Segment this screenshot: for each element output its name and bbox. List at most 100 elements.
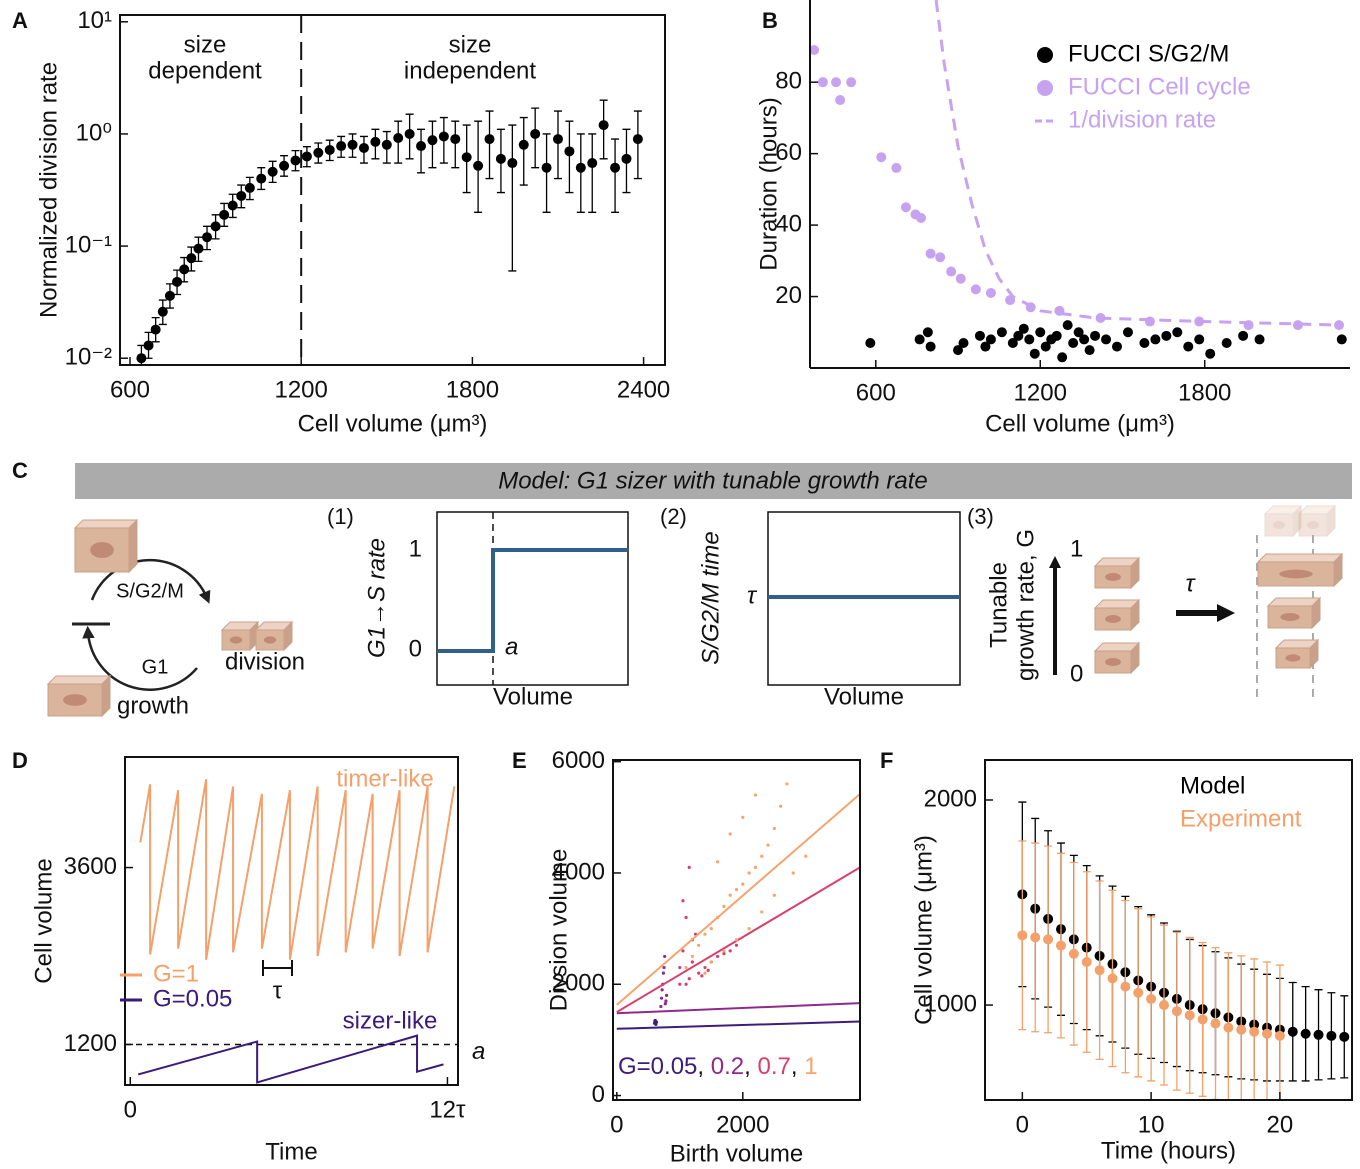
- point: [336, 141, 347, 152]
- y-tick-label: 10⁻²: [65, 344, 112, 371]
- point: [664, 999, 668, 1003]
- y-tick-label: 0: [592, 1081, 605, 1108]
- cell: [1256, 552, 1344, 588]
- point: [804, 854, 808, 858]
- point: [703, 971, 707, 975]
- point: [747, 927, 751, 931]
- point: [256, 173, 267, 184]
- point: [914, 334, 925, 345]
- point: [690, 954, 694, 959]
- x-tick-label: 20: [1267, 1111, 1294, 1138]
- point: [753, 793, 758, 797]
- cell-side: [1311, 596, 1321, 630]
- annotation: size: [184, 31, 227, 58]
- point: [541, 162, 552, 173]
- point: [709, 960, 713, 964]
- nucleus: [1105, 615, 1121, 623]
- point: [450, 134, 461, 145]
- annotation: size: [449, 31, 492, 58]
- point: [1262, 1028, 1273, 1039]
- cycle-arrow: [90, 558, 211, 604]
- panel: E 0 2000 0 2000 4000 6000 Birth volume Divsion v…: [512, 747, 861, 1167]
- legend-label: G=0.05: [618, 1053, 697, 1080]
- panel: B 600 1200 1800 20 40 60 80 Cell volume (μm³) Dur…: [755, 0, 1350, 437]
- point: [715, 954, 720, 959]
- point: [772, 893, 776, 897]
- error-bar: [451, 120, 460, 169]
- y-tick-label: 10⁻¹: [65, 231, 112, 258]
- cell: [220, 620, 260, 652]
- x-axis-label: Cell volume (μm³): [985, 410, 1175, 437]
- cell-side: [1309, 638, 1319, 670]
- point: [1090, 330, 1101, 341]
- nucleus: [1279, 569, 1313, 579]
- point: [706, 968, 710, 972]
- x-tick-label: 12τ: [429, 1096, 466, 1123]
- cell: [1263, 504, 1303, 538]
- point: [659, 1004, 663, 1009]
- cell-top: [46, 675, 112, 685]
- point: [1287, 1026, 1298, 1037]
- point: [587, 158, 598, 169]
- legend: G=0.05, 0.2, 0.7, 1: [618, 1053, 818, 1080]
- point: [610, 162, 621, 173]
- point: [1334, 320, 1345, 331]
- axes-frame: [612, 759, 861, 1101]
- y-tick-label: 6000: [552, 747, 605, 774]
- step-line: [437, 548, 628, 653]
- cell: [73, 518, 139, 574]
- point: [370, 136, 381, 147]
- legend-label: Experiment: [1180, 805, 1302, 832]
- y-axis-label: S/G2/M time: [697, 531, 724, 664]
- fit-line: [616, 866, 860, 1013]
- point: [715, 860, 720, 864]
- nucleus: [1272, 521, 1286, 529]
- cell-side: [1130, 556, 1140, 590]
- point: [1029, 348, 1040, 359]
- point: [507, 158, 518, 169]
- cell-top: [1263, 505, 1303, 515]
- point: [728, 949, 732, 953]
- point: [1171, 1006, 1182, 1017]
- line: [139, 778, 456, 960]
- y-tick-label: 20: [775, 282, 802, 309]
- annotation: dependent: [148, 57, 262, 84]
- point: [1158, 1000, 1169, 1011]
- x-tick-label: 1200: [274, 376, 327, 403]
- point: [1017, 930, 1028, 941]
- fit-line: [616, 1020, 860, 1030]
- point: [1194, 334, 1205, 345]
- x-tick-label: 1200: [1014, 379, 1067, 406]
- point: [1051, 330, 1062, 341]
- point: [953, 345, 964, 356]
- point: [495, 153, 506, 164]
- point: [659, 996, 664, 1000]
- cell: [1093, 598, 1141, 632]
- error-bar: [633, 110, 642, 180]
- error-bar: [611, 138, 620, 213]
- point: [598, 120, 609, 131]
- point: [279, 160, 290, 171]
- point: [684, 965, 688, 970]
- y-axis-label: Divsion volume: [545, 849, 572, 1012]
- point: [1018, 323, 1029, 334]
- point: [779, 804, 783, 808]
- point: [1144, 316, 1155, 327]
- point: [700, 974, 704, 978]
- plot-frame: [436, 511, 629, 686]
- point: [970, 284, 981, 295]
- point: [1024, 334, 1035, 345]
- legend-label: 0.7: [757, 1053, 790, 1080]
- point: [1094, 965, 1105, 976]
- x-tick-label: 10: [1138, 1111, 1165, 1138]
- point: [1013, 330, 1024, 341]
- point: [290, 155, 301, 166]
- point: [1120, 981, 1131, 992]
- point: [1107, 973, 1118, 984]
- nucleus: [1105, 573, 1121, 581]
- point: [697, 943, 701, 947]
- error-bar: [588, 133, 597, 213]
- point: [785, 782, 789, 786]
- point: [1081, 956, 1092, 967]
